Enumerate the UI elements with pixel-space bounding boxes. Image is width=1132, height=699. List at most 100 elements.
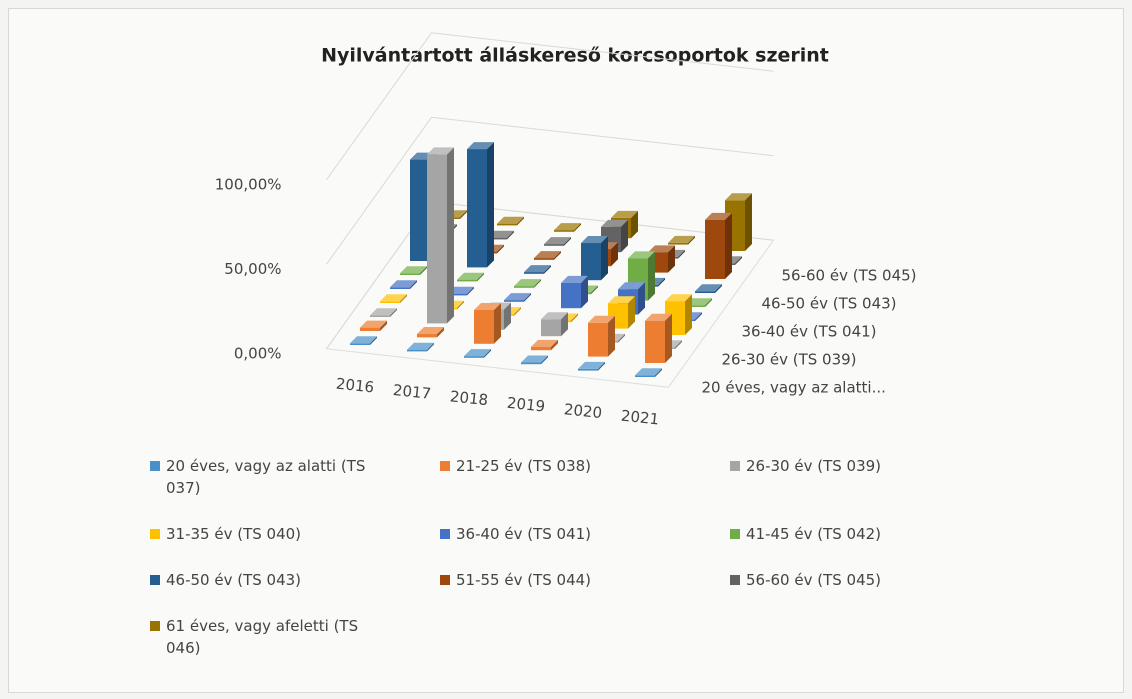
bar-side: [507, 230, 514, 240]
x-tick-label: 2017: [392, 381, 432, 403]
bar-top: [618, 282, 645, 290]
bar-top: [645, 313, 672, 321]
bar-side: [514, 307, 521, 316]
bar: [541, 319, 561, 337]
depth-label: 56-60 év (TS 045): [782, 267, 917, 285]
bar: [534, 258, 554, 260]
legend-label: 51-55 év (TS 044): [456, 571, 592, 589]
bar-top: [665, 294, 692, 302]
bar: [561, 275, 588, 309]
bar: [497, 223, 517, 226]
bar: [380, 301, 400, 303]
bar: [635, 368, 662, 377]
bar-top: [417, 327, 444, 335]
bar-side: [574, 223, 581, 232]
bar-top: [400, 266, 427, 274]
depth-label: 20 éves, vagy az alatti...: [702, 379, 886, 397]
bar: [417, 334, 437, 338]
legend-item: 26-30 év (TS 039): [730, 455, 1020, 499]
bar-side: [638, 282, 645, 315]
y-tick-label: 50,00%: [224, 260, 281, 278]
bar: [457, 272, 484, 282]
bar: [668, 235, 695, 245]
bar-top: [544, 237, 571, 245]
bar-top: [407, 342, 434, 350]
bar: [504, 293, 531, 302]
y-tick-label: 0,00%: [234, 344, 282, 362]
bar-side: [665, 313, 672, 363]
grid-line: [326, 32, 774, 181]
legend-swatch: [440, 461, 450, 471]
bar-top: [504, 293, 531, 301]
bar-side: [564, 237, 571, 246]
bar: [390, 287, 410, 289]
bar-side: [460, 210, 467, 219]
bar: [464, 349, 491, 358]
bar-top: [534, 251, 561, 259]
legend-swatch: [730, 461, 740, 471]
bar-top: [531, 339, 558, 347]
bar-side: [591, 285, 598, 295]
bar-side: [618, 333, 625, 343]
bar: [668, 242, 688, 245]
bar: [581, 236, 608, 281]
legend-label: 46-50 év (TS 043): [166, 571, 302, 589]
bar-side: [467, 286, 474, 296]
bar: [457, 279, 477, 282]
bar-top: [467, 142, 494, 150]
bar: [467, 149, 487, 268]
bar: [685, 305, 705, 307]
bar: [524, 272, 544, 274]
bar-side: [504, 302, 511, 330]
x-tick-label: 2019: [506, 394, 546, 416]
legend-swatch: [440, 575, 450, 585]
bar: [427, 147, 454, 324]
legend-label: 41-45 év (TS 042): [746, 525, 882, 543]
x-tick-label: 2016: [335, 375, 375, 397]
bar: [514, 279, 541, 288]
bar-top: [541, 312, 568, 320]
bar-side: [517, 216, 524, 226]
legend-label: 21-25 év (TS 038): [456, 457, 592, 475]
bar-side: [725, 212, 732, 279]
bar-side: [675, 340, 682, 349]
bar-side: [380, 320, 387, 331]
legend-label: 26-30 év (TS 039): [746, 457, 882, 475]
bar-top: [427, 147, 454, 155]
bar: [531, 346, 551, 351]
legend-label: 61 éves, vagy afeletti (TS 046): [166, 617, 359, 657]
legend-item: 36-40 év (TS 041): [440, 523, 730, 545]
bar: [514, 286, 534, 288]
bar-side: [745, 193, 752, 251]
bar-side: [494, 303, 501, 344]
bar-top: [611, 210, 638, 218]
legend-item: 46-50 év (TS 043): [150, 569, 440, 591]
bar-top: [648, 245, 675, 253]
legend-swatch: [150, 575, 160, 585]
bar-side: [410, 280, 417, 289]
bar-top: [578, 361, 605, 369]
bar: [554, 223, 581, 232]
x-tick-label: 2018: [449, 387, 489, 409]
bar-side: [688, 235, 695, 245]
bar-top: [628, 251, 655, 259]
bar: [588, 315, 615, 357]
bar-side: [631, 210, 638, 239]
x-tick-label: 2020: [563, 400, 603, 422]
bar-side: [561, 312, 568, 337]
bar-side: [678, 249, 685, 259]
bar: [350, 336, 377, 345]
bar-side: [658, 277, 665, 287]
bar-side: [601, 236, 608, 281]
bar: [464, 356, 484, 358]
chart-title: Nyilvántartott álláskereső korcsoportok …: [321, 45, 829, 67]
bar: [407, 349, 427, 352]
bar-top: [635, 368, 662, 376]
legend-swatch: [730, 529, 740, 539]
bar: [410, 159, 430, 261]
legend-item: 21-25 év (TS 038): [440, 455, 730, 499]
bar-side: [420, 266, 427, 275]
legend-swatch: [730, 575, 740, 585]
bar-top: [350, 336, 377, 344]
legend-label: 56-60 év (TS 045): [746, 571, 882, 589]
